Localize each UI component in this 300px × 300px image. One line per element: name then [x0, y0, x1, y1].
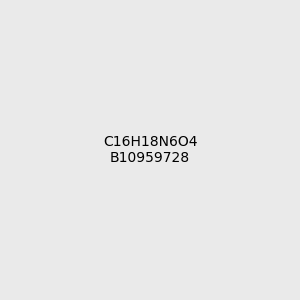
- Text: C16H18N6O4
B10959728: C16H18N6O4 B10959728: [103, 135, 197, 165]
